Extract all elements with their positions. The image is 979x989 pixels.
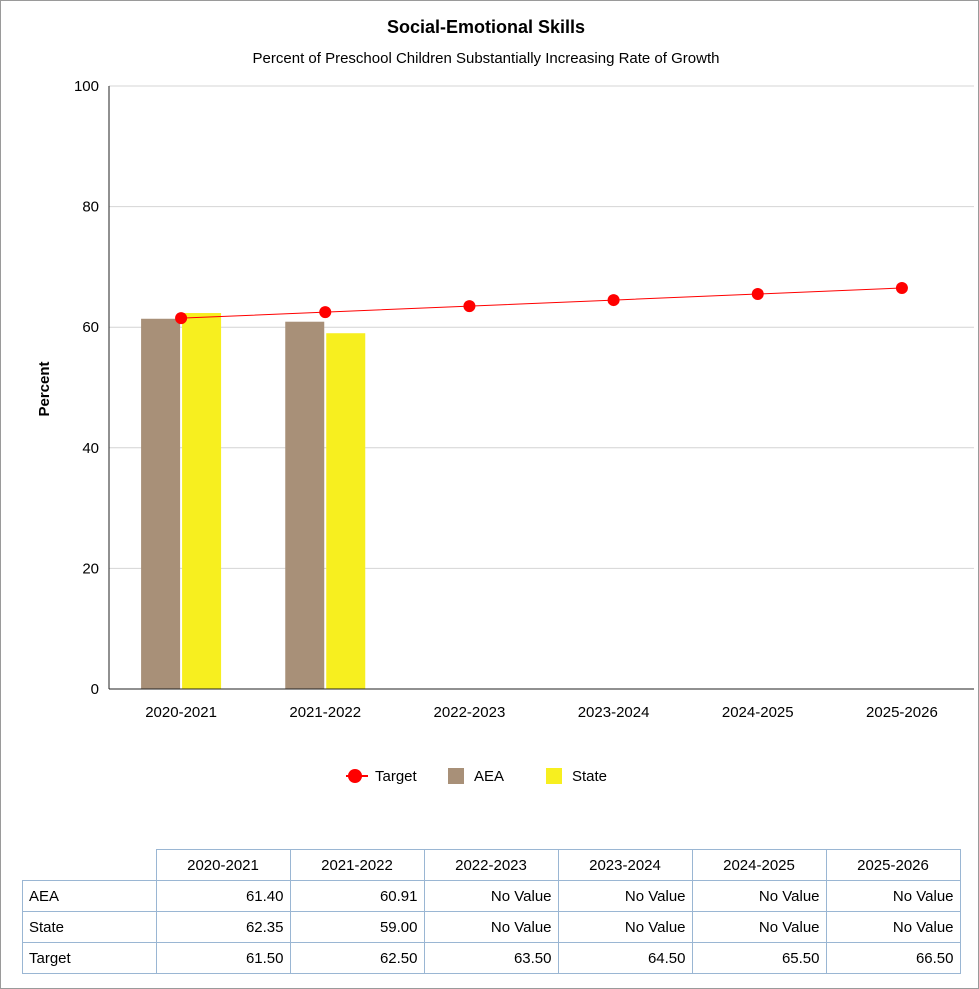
table-header: 2023-2024 — [557, 849, 693, 881]
x-tick-label: 2024-2025 — [722, 704, 794, 721]
x-tick-label: 2020-2021 — [145, 704, 217, 721]
table-cell: 61.40 — [155, 880, 291, 912]
legend-label: State — [572, 768, 607, 785]
x-tick-label: 2023-2024 — [578, 704, 650, 721]
table-row: Target 61.50 62.50 63.50 64.50 65.50 66.… — [22, 942, 961, 974]
table-cell: 65.50 — [691, 942, 827, 974]
bar-state — [182, 313, 222, 689]
table-cell: No Value — [825, 880, 961, 912]
table-cell: No Value — [691, 880, 827, 912]
table-header-row: 2020-2021 2021-2022 2022-2023 2023-2024 … — [22, 849, 961, 881]
y-tick-label: 40 — [82, 440, 99, 457]
x-tick-label: 2022-2023 — [434, 704, 506, 721]
y-tick-label: 100 — [74, 78, 99, 95]
table-cell: 62.35 — [155, 911, 291, 943]
target-line-layer — [175, 282, 908, 325]
y-axis-label: Percent — [36, 361, 53, 416]
table-cell: 64.50 — [557, 942, 693, 974]
target-point — [319, 306, 332, 319]
axis-layer: 0 20 40 60 80 100 2020-2021 2021-2022 2022-2023 2… — [74, 78, 974, 721]
table-cell: No Value — [557, 911, 693, 943]
table-header: 2020-2021 — [155, 849, 291, 881]
row-label: AEA — [22, 880, 157, 912]
table-cell: 66.50 — [825, 942, 961, 974]
row-label: State — [22, 911, 157, 943]
table-cell: 62.50 — [289, 942, 425, 974]
target-point — [607, 294, 620, 307]
table-cell: 60.91 — [289, 880, 425, 912]
table-cell: 59.00 — [289, 911, 425, 943]
table-cell: 61.50 — [155, 942, 291, 974]
target-point — [751, 288, 764, 301]
table-cell: No Value — [691, 911, 827, 943]
y-tick-label: 60 — [82, 319, 99, 336]
legend-marker-target — [348, 769, 362, 783]
legend-label: AEA — [474, 768, 504, 785]
legend-label: Target — [375, 768, 418, 785]
y-tick-label: 0 — [91, 681, 99, 698]
x-tick-label: 2025-2026 — [866, 704, 938, 721]
bar-aea — [141, 318, 181, 689]
table-header: 2025-2026 — [825, 849, 961, 881]
table-cell: No Value — [825, 911, 961, 943]
grid-layer — [109, 85, 974, 569]
chart-subtitle: Percent of Preschool Children Substantia… — [253, 50, 720, 67]
target-point — [895, 282, 908, 295]
target-point — [463, 300, 476, 313]
table-corner — [22, 849, 157, 881]
bar-layer — [141, 313, 366, 689]
y-tick-label: 20 — [82, 560, 99, 577]
table-cell: 63.50 — [423, 942, 559, 974]
table-header: 2024-2025 — [691, 849, 827, 881]
x-tick-label: 2021-2022 — [289, 704, 361, 721]
table-cell: No Value — [557, 880, 693, 912]
target-line — [181, 287, 902, 319]
table-cell: No Value — [423, 880, 559, 912]
table-cell: No Value — [423, 911, 559, 943]
table-header: 2021-2022 — [289, 849, 425, 881]
y-tick-label: 80 — [82, 199, 99, 216]
target-point — [175, 312, 188, 325]
bar-aea — [285, 321, 325, 689]
table-row: State 62.35 59.00 No Value No Value No V… — [22, 911, 961, 943]
bar-state — [326, 333, 366, 689]
row-label: Target — [22, 942, 157, 974]
table-row: AEA 61.40 60.91 No Value No Value No Val… — [22, 880, 961, 912]
chart-svg: Social-Emotional Skills Percent of Presc… — [36, 17, 974, 785]
table-header: 2022-2023 — [423, 849, 559, 881]
data-table: 2020-2021 2021-2022 2022-2023 2023-2024 … — [22, 849, 961, 974]
legend-swatch-state — [546, 768, 562, 784]
legend-swatch-aea — [448, 768, 464, 784]
legend: Target AEA State — [346, 768, 607, 785]
chart-title: Social-Emotional Skills — [387, 17, 585, 37]
